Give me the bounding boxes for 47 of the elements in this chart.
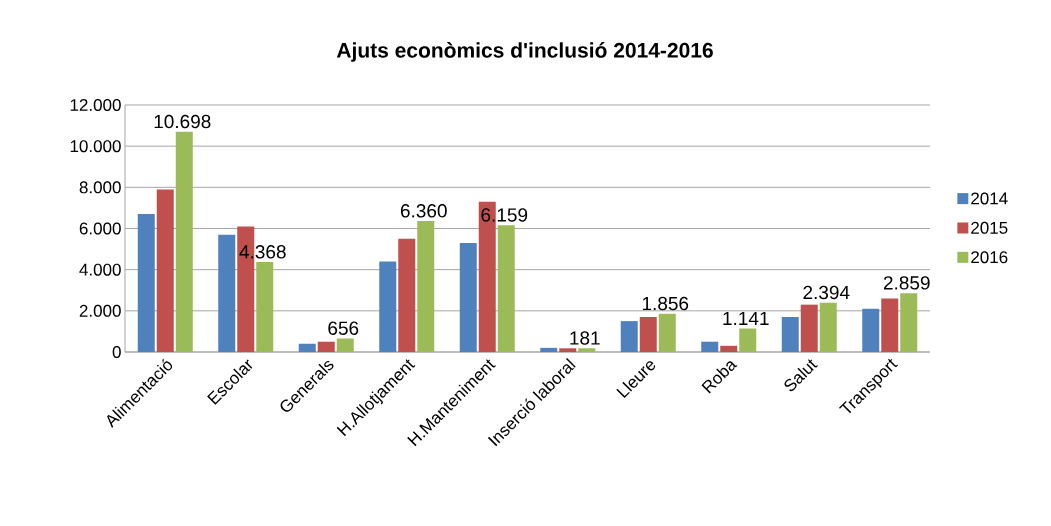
y-tick-label: 6.000 <box>79 222 121 235</box>
y-tick-label: 8.000 <box>79 181 121 194</box>
data-label: 2.394 <box>803 285 850 300</box>
bar <box>639 316 657 352</box>
bar <box>459 242 477 352</box>
bar <box>781 316 799 352</box>
y-tick-label: 0 <box>112 345 121 359</box>
legend-label: 2016 <box>971 251 1008 264</box>
data-label: 1.141 <box>723 311 769 325</box>
legend-label: 2015 <box>971 221 1008 234</box>
data-label: 656 <box>328 321 359 335</box>
y-tick-label: 4.000 <box>79 263 121 276</box>
bar <box>720 345 738 352</box>
y-tick-label: 2.000 <box>79 304 121 317</box>
bar <box>336 338 354 352</box>
bar <box>559 348 577 352</box>
data-label: 10.698 <box>154 114 211 129</box>
bar <box>862 308 880 352</box>
bar <box>256 262 274 352</box>
bar <box>819 302 837 352</box>
data-label: 181 <box>570 331 600 345</box>
data-label: 1.856 <box>642 296 689 311</box>
data-label: 2.859 <box>883 276 930 290</box>
legend-label: 2014 <box>971 192 1008 205</box>
bar <box>578 348 596 352</box>
bar <box>881 298 899 352</box>
bar <box>658 313 676 352</box>
chart-title: Ajuts econòmics d'inclusió 2014-2016 <box>336 42 713 62</box>
bar <box>701 341 719 352</box>
bar <box>417 221 435 352</box>
bar <box>218 234 236 352</box>
bar <box>298 343 316 352</box>
bar <box>156 189 174 352</box>
bar <box>317 341 335 352</box>
bar <box>497 225 515 352</box>
y-tick-label: 10.000 <box>70 140 121 153</box>
bar <box>739 328 757 352</box>
bar <box>540 347 558 352</box>
bar <box>398 238 416 352</box>
bar <box>175 131 193 352</box>
bar <box>900 293 918 352</box>
y-tick-label: 12.000 <box>70 98 121 112</box>
bar <box>379 261 397 352</box>
data-label: 6.360 <box>400 204 447 218</box>
bar <box>620 321 638 352</box>
bar <box>137 214 155 352</box>
bar <box>800 304 818 352</box>
